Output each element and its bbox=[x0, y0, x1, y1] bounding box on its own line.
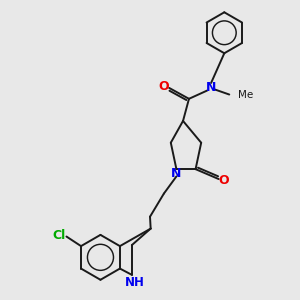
Text: Cl: Cl bbox=[52, 229, 66, 242]
Text: N: N bbox=[206, 81, 216, 94]
Text: O: O bbox=[159, 80, 169, 93]
Text: NH: NH bbox=[124, 276, 144, 289]
Text: N: N bbox=[171, 167, 182, 180]
Text: Me: Me bbox=[238, 89, 253, 100]
Text: O: O bbox=[219, 174, 229, 187]
